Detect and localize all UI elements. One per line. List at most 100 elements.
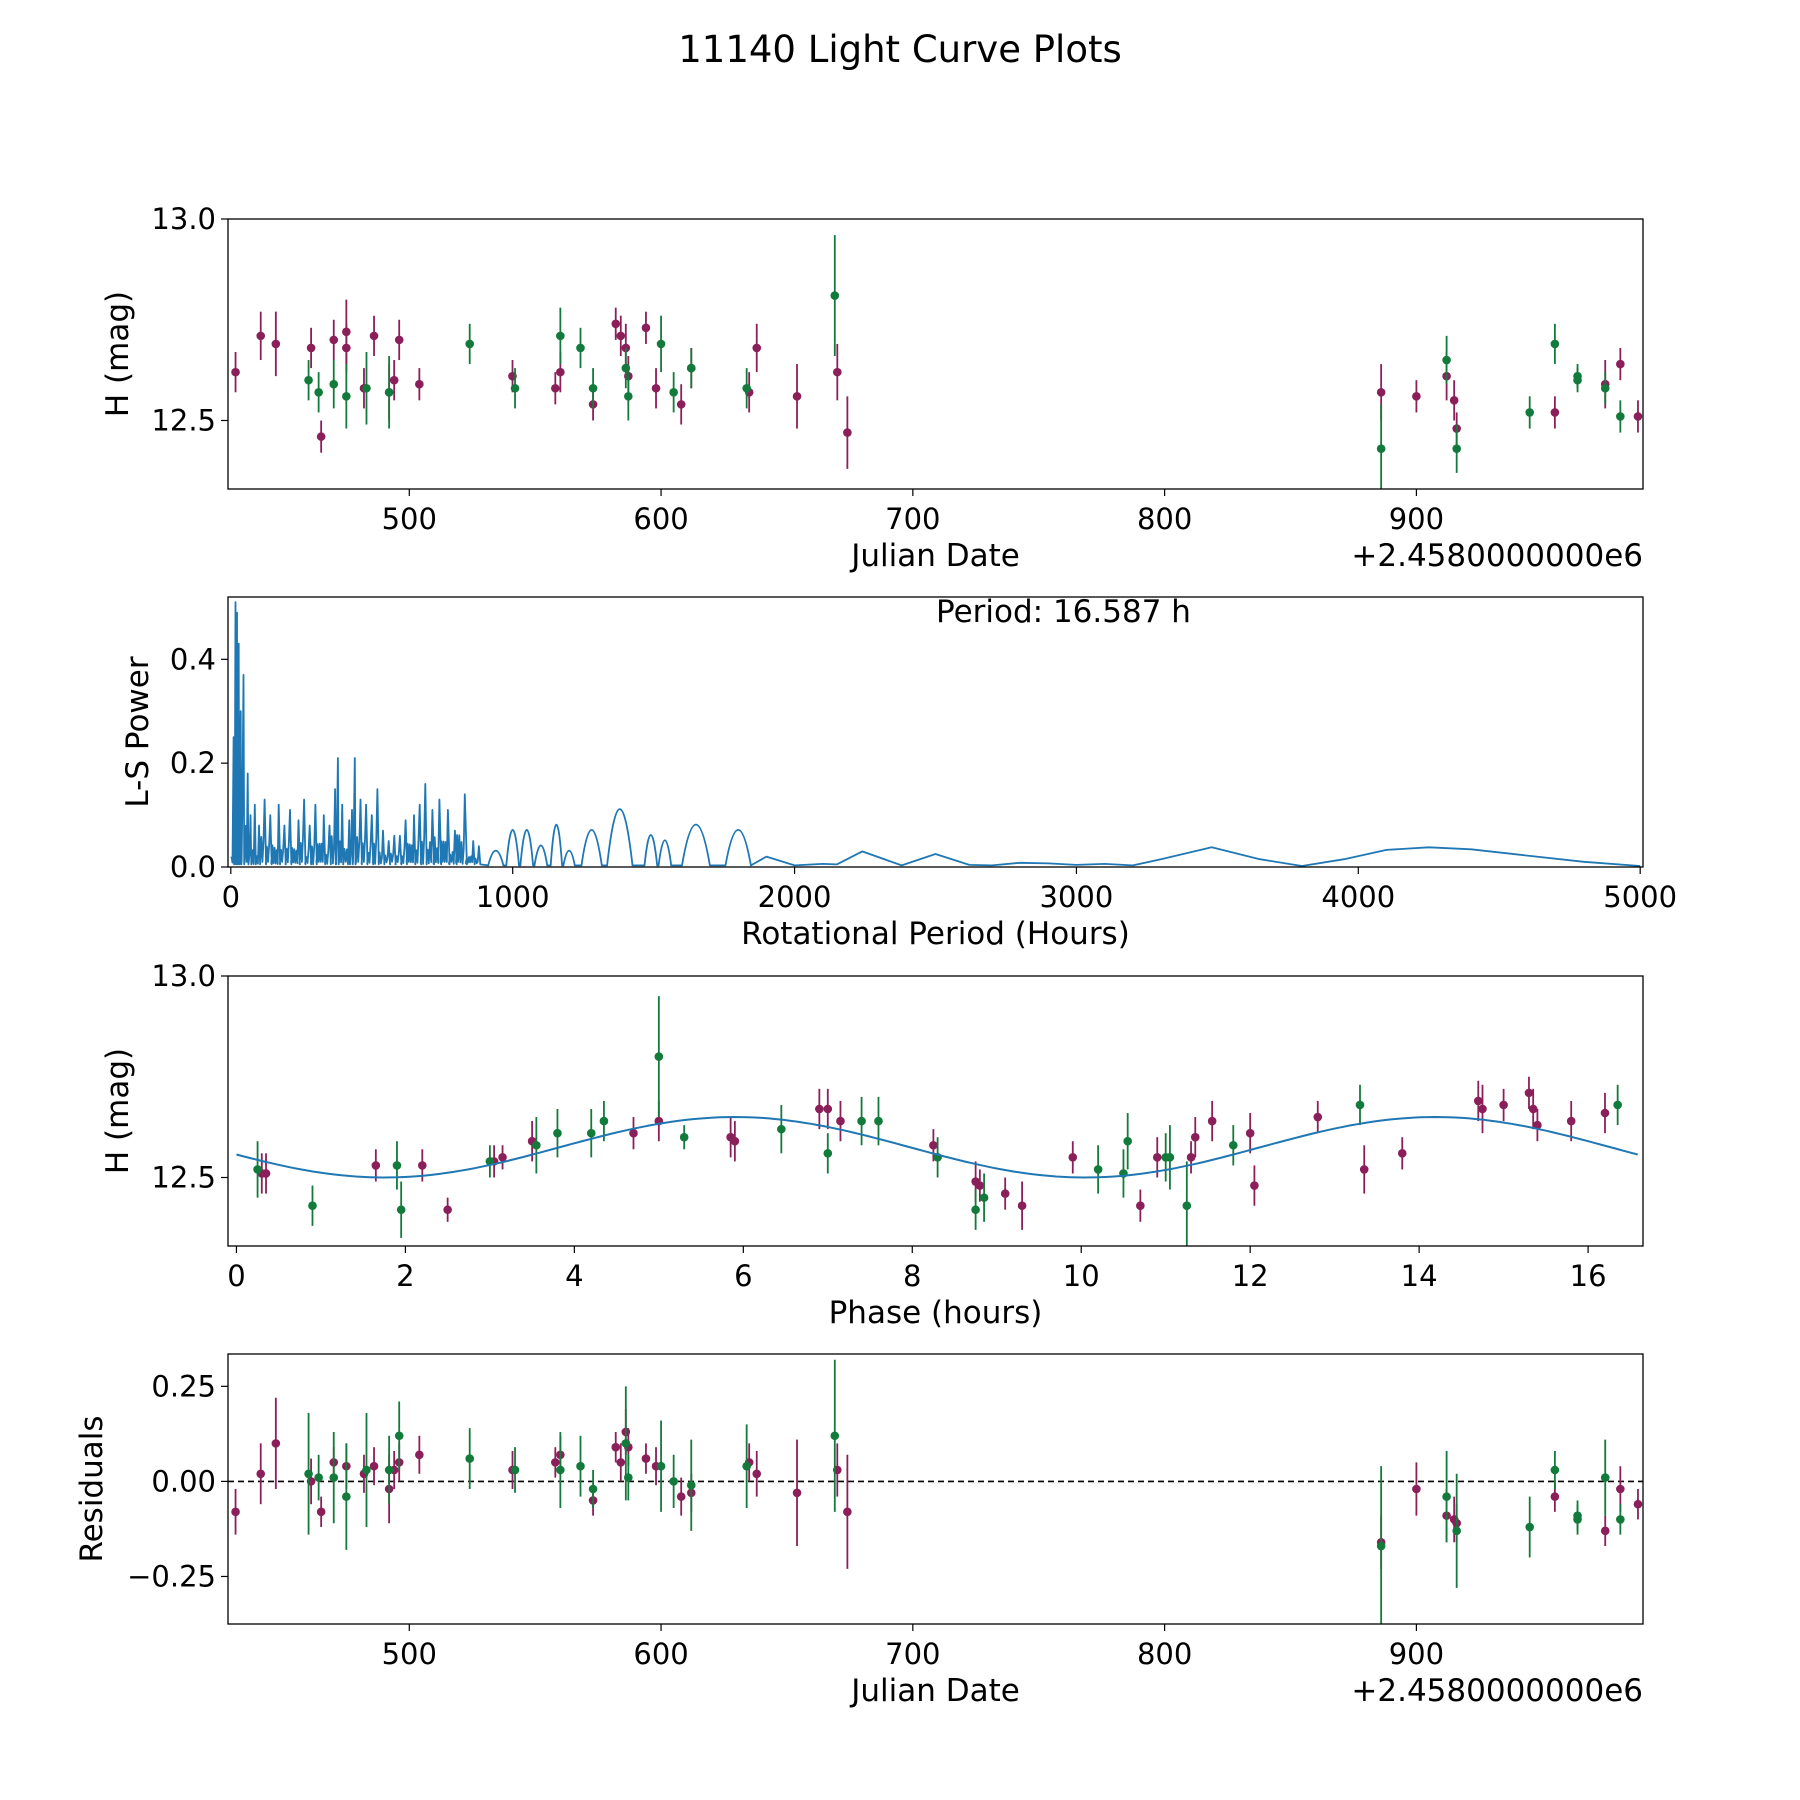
residuals-point [576,1461,585,1471]
phased-ylabel: H (mag) [100,1048,136,1174]
residuals-point [676,1492,686,1501]
lightcurve-point [306,343,316,353]
lightcurve-point [742,383,751,393]
phased-point [979,1193,989,1202]
periodogram-power-line [230,601,1641,867]
lightcurve-point [384,387,394,397]
residuals-point [329,1473,339,1482]
residuals-point [624,1473,633,1482]
phased-point [823,1149,833,1158]
lightcurve-offset-text: +2.4580000000e6 [1351,538,1643,574]
lightcurve-point [369,331,379,341]
residuals-point [656,1461,666,1471]
phased-point [1152,1153,1162,1162]
lightcurve-point [551,383,560,393]
residuals-point [1633,1499,1643,1509]
phased-point [1524,1088,1534,1098]
phased-point [253,1165,262,1174]
lightcurve-point [1376,444,1386,454]
residuals-point [551,1458,560,1467]
phased-point [629,1128,638,1138]
residuals-point [1573,1511,1582,1520]
residuals-point [510,1465,520,1475]
residuals-point [686,1480,696,1490]
phased-xtick-label: 14 [1401,1259,1438,1293]
residuals-point [611,1442,621,1452]
residuals-point [830,1431,840,1441]
periodogram-ytick-label: 0.4 [170,642,216,676]
lightcurve-frame [227,218,1644,490]
phased-frame [227,975,1644,1247]
phased-point [586,1128,596,1138]
lightcurve-plot-area [231,235,1643,489]
lightcurve-point [576,343,585,353]
phased-xtick-label: 2 [396,1259,414,1293]
phased-point [679,1132,689,1142]
lightcurve-point [676,400,686,409]
phased-point [823,1104,833,1114]
phased-point [1182,1201,1192,1211]
phased-point [874,1116,883,1126]
lightcurve-point [329,379,339,389]
residuals-point [256,1469,266,1479]
lightcurve-point [510,383,520,393]
phased-xtick-label: 16 [1570,1259,1607,1293]
residuals-point [616,1458,626,1467]
phased-point [1093,1165,1103,1174]
lightcurve-point [1550,339,1560,349]
periodogram-frame [227,596,1644,868]
lightcurve-point [1442,355,1451,365]
periodogram-xtick-label: 1000 [476,880,550,914]
lightcurve-point [611,319,621,329]
phased-point [1165,1153,1175,1162]
phased-point [1359,1165,1369,1174]
residuals-point [1616,1484,1625,1494]
residuals-xtick-label: 800 [1137,1637,1192,1671]
phased-point [1190,1132,1200,1142]
residuals-point [369,1461,379,1471]
lightcurve-point [1550,408,1560,417]
residuals-point [792,1488,802,1498]
residuals-point [742,1461,751,1471]
residuals-point [394,1431,404,1441]
residuals-point [316,1507,326,1517]
phased-xlabel: Phase (hours) [829,1295,1043,1331]
residuals-point [752,1469,762,1479]
lightcurve-point [342,392,351,401]
residuals-point [556,1465,565,1475]
residuals-point [1525,1522,1534,1532]
residuals-point [314,1473,323,1482]
lightcurve-point [621,363,631,373]
residuals-point [1442,1492,1451,1501]
phased-point [1566,1116,1576,1126]
phased-xtick-label: 4 [565,1259,583,1293]
lightcurve-point [830,291,840,300]
lightcurve-point [314,387,323,397]
lightcurve-point [556,331,565,341]
residuals-ylabel: Residuals [74,1415,110,1562]
phased-point [417,1161,427,1170]
periodogram-plot-area [230,601,1641,867]
lightcurve-ytick-label: 13.0 [151,202,216,236]
residuals-offset-text: +2.4580000000e6 [1351,1673,1643,1709]
lightcurve-point [1573,375,1582,385]
phased-point [1245,1128,1255,1138]
periodogram-xtick-label: 5000 [1603,880,1677,914]
lightcurve-point [1376,387,1386,397]
lightcurve-ytick-label: 12.5 [151,403,216,437]
periodogram-annotation: Period: 16.587 h [936,594,1191,630]
lightcurve-point [342,343,351,353]
lightcurve-point [588,383,598,393]
residuals-ytick-label: 0.00 [151,1464,216,1498]
phased-point [443,1205,452,1215]
phased-point [1000,1189,1010,1198]
lightcurve-point [362,383,371,393]
phased-point [815,1104,824,1114]
periodogram-xlabel: Rotational Period (Hours) [741,916,1130,952]
phased-point [1228,1140,1238,1150]
residuals-ytick-label: −0.25 [127,1559,216,1593]
phased-point [532,1140,541,1150]
lightcurve-point [465,339,475,349]
phased-xtick-label: 0 [227,1259,245,1293]
